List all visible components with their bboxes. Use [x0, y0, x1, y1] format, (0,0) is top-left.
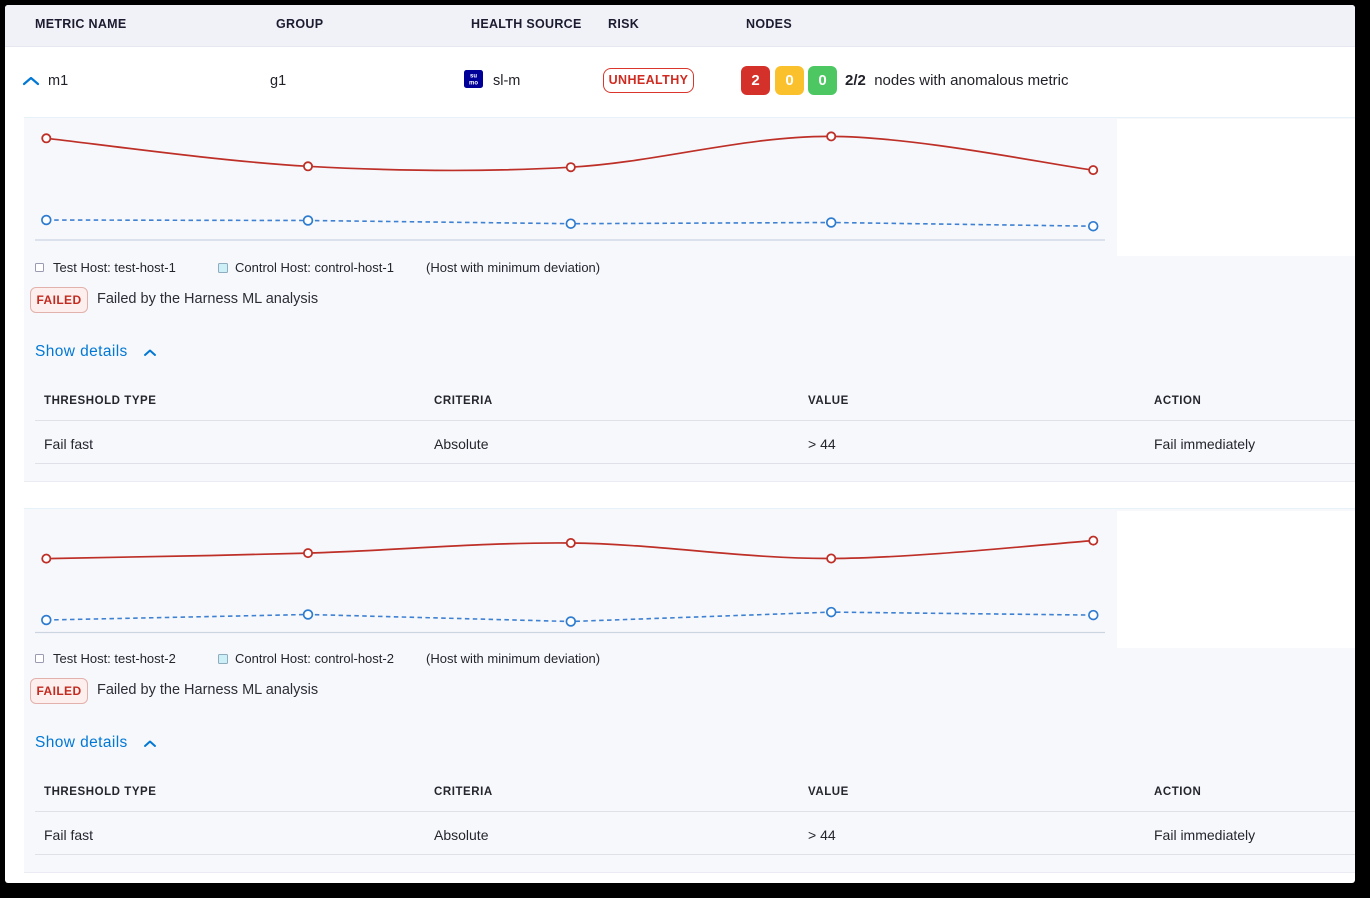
svg-text:su: su: [470, 74, 477, 80]
svg-text:mo: mo: [469, 81, 478, 87]
